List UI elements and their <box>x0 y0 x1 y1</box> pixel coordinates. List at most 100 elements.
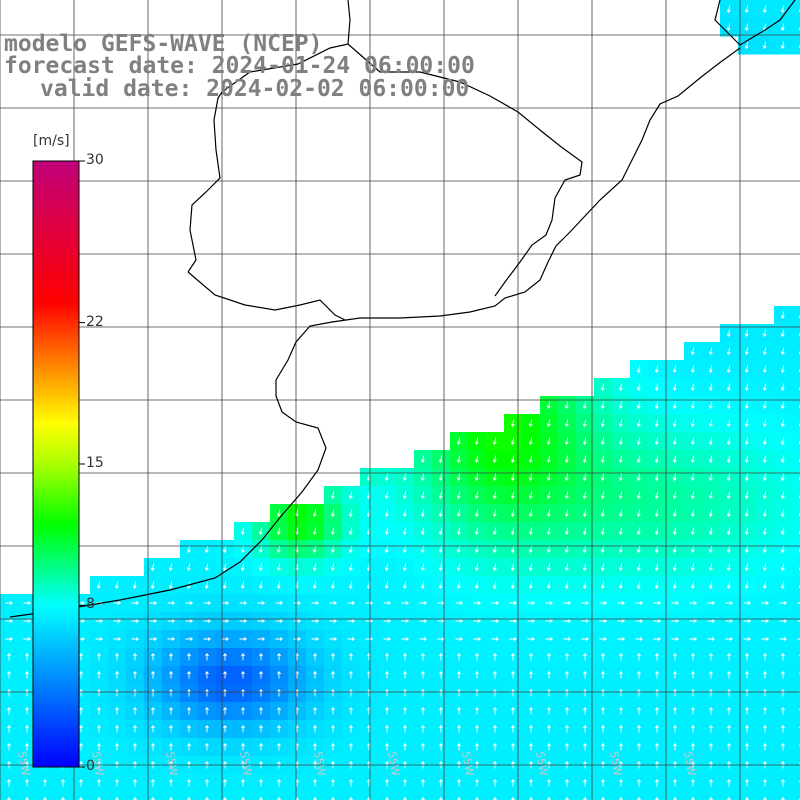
wind-arrow <box>690 437 695 445</box>
wind-arrow <box>259 725 263 733</box>
wind-arrow <box>780 365 785 373</box>
wind-arrow <box>617 601 625 605</box>
wind-arrow <box>690 383 695 391</box>
wind-speed-cell <box>792 342 800 361</box>
wind-arrow <box>185 601 193 605</box>
wind-arrow <box>402 509 407 517</box>
wind-arrow <box>691 743 695 751</box>
wind-arrow <box>635 637 643 641</box>
wind-arrow <box>438 473 443 481</box>
wind-arrow <box>743 619 751 623</box>
wind-arrow <box>654 491 659 499</box>
wind-arrow <box>329 619 337 623</box>
wind-arrow <box>528 419 533 427</box>
wind-arrow <box>511 653 515 661</box>
wind-arrow <box>745 671 749 679</box>
wind-arrow <box>797 638 800 640</box>
wind-arrow <box>7 671 11 679</box>
wind-arrow <box>331 743 335 751</box>
wind-arrow <box>655 653 659 661</box>
wind-arrow <box>509 637 517 641</box>
wind-arrow <box>259 743 263 751</box>
longitude-label: 55W <box>459 750 476 777</box>
wind-arrow <box>529 671 533 679</box>
wind-arrow <box>546 527 551 535</box>
wind-arrow <box>115 779 119 787</box>
wind-arrow <box>349 707 353 715</box>
wind-arrow <box>384 545 389 553</box>
wind-arrow <box>115 743 119 751</box>
wind-arrow <box>690 401 695 409</box>
wind-speed-cell <box>504 792 523 800</box>
wind-speed-cell <box>594 792 613 800</box>
wind-speed-cell <box>756 792 775 800</box>
wind-arrow <box>546 545 551 553</box>
wind-arrow <box>708 545 713 553</box>
wind-arrow <box>528 473 533 481</box>
wind-arrow <box>510 509 515 517</box>
wind-arrow <box>583 725 587 733</box>
wind-arrow <box>619 725 623 733</box>
wind-arrow <box>546 419 551 427</box>
wind-arrow <box>547 743 551 751</box>
wind-arrow <box>133 779 137 787</box>
wind-arrow <box>23 601 31 605</box>
wind-arrow <box>23 637 31 641</box>
wind-arrow <box>419 637 427 641</box>
wind-arrow <box>97 743 101 751</box>
longitude-label: 55W <box>533 750 550 777</box>
wind-arrow <box>763 671 767 679</box>
wind-arrow <box>150 563 155 571</box>
wind-arrow <box>654 365 659 373</box>
wind-arrow <box>762 329 767 337</box>
wind-arrow <box>726 437 731 445</box>
wind-arrow <box>239 619 247 623</box>
wind-arrow <box>654 401 659 409</box>
wind-arrow <box>617 619 625 623</box>
wind-arrow <box>276 545 281 553</box>
wind-arrow <box>690 527 695 535</box>
wind-arrow <box>744 365 749 373</box>
wind-arrow <box>421 743 425 751</box>
wind-arrow <box>654 419 659 427</box>
wind-arrow <box>654 473 659 481</box>
wind-arrow <box>762 347 767 355</box>
wind-arrow <box>456 545 461 553</box>
wind-arrow <box>205 653 209 661</box>
wind-arrow <box>691 725 695 733</box>
wind-arrow <box>475 779 479 787</box>
wind-arrow <box>43 779 47 787</box>
wind-arrow <box>222 563 227 571</box>
wind-arrow <box>276 563 281 571</box>
wind-arrow <box>510 437 515 445</box>
wind-speed-cell <box>468 792 487 800</box>
wind-arrow <box>438 527 443 535</box>
wind-arrow <box>438 545 443 553</box>
wind-arrow <box>689 637 697 641</box>
wind-arrow <box>690 509 695 517</box>
wind-arrow <box>618 527 623 535</box>
wind-speed-cell <box>630 792 649 800</box>
wind-speed-cell <box>252 792 271 800</box>
wind-arrow <box>564 473 569 481</box>
wind-arrow <box>420 509 425 517</box>
wind-speed-cell <box>450 792 469 800</box>
wind-arrow <box>691 779 695 787</box>
wind-arrow <box>618 383 623 391</box>
wind-arrow <box>583 779 587 787</box>
wind-speed-cell <box>792 468 800 487</box>
wind-arrow <box>726 563 731 571</box>
wind-arrow <box>601 653 605 661</box>
wind-arrow <box>419 619 427 623</box>
wind-arrow <box>493 653 497 661</box>
wind-arrow <box>402 473 407 481</box>
wind-arrow <box>672 545 677 553</box>
wind-arrow <box>762 419 767 427</box>
wind-arrow <box>493 707 497 715</box>
model-title: modelo GEFS-WAVE (NCEP) <box>4 31 323 57</box>
wind-arrow <box>167 619 175 623</box>
wind-speed-cell <box>792 378 800 397</box>
wind-arrow <box>744 401 749 409</box>
wind-arrow <box>599 619 607 623</box>
wind-arrow <box>420 491 425 499</box>
